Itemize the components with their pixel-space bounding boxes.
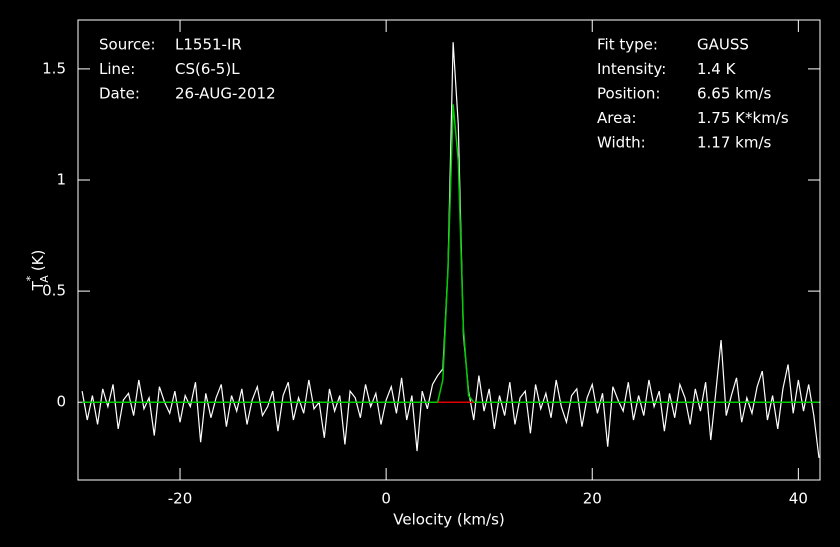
info-value: GAUSS [697, 36, 749, 54]
info-value: 1.4 K [697, 60, 737, 78]
y-tick-label: 0.5 [42, 282, 66, 300]
y-tick-label: 1.5 [42, 59, 66, 77]
info-value: 6.65 km/s [697, 85, 772, 103]
info-value: CS(6-5)L [175, 60, 240, 78]
info-label: Intensity: [597, 60, 666, 78]
plot-frame [77, 19, 821, 481]
info-label: Position: [597, 85, 660, 103]
y-tick-label: 1 [56, 171, 66, 189]
x-tick-label: 20 [583, 490, 602, 508]
info-label: Line: [99, 60, 135, 78]
info-value: 26-AUG-2012 [175, 85, 276, 103]
x-tick-label: -20 [168, 490, 193, 508]
y-axis-label: T*A(K) [24, 250, 51, 292]
info-label: Fit type: [597, 36, 658, 54]
y-label-main: T*A(K) [24, 250, 51, 292]
info-value: 1.75 K*km/s [697, 109, 789, 127]
info-label: Date: [99, 85, 140, 103]
y-tick-label: 0 [56, 393, 66, 411]
x-tick-label: 0 [381, 490, 391, 508]
info-value: 1.17 km/s [697, 134, 772, 152]
info-value: L1551-IR [175, 36, 242, 54]
info-label: Width: [597, 134, 646, 152]
series-line [82, 104, 819, 403]
x-tick-label: 40 [789, 490, 808, 508]
info-label: Area: [597, 109, 637, 127]
x-axis-label: Velocity (km/s) [393, 511, 504, 529]
info-label: Source: [99, 36, 156, 54]
